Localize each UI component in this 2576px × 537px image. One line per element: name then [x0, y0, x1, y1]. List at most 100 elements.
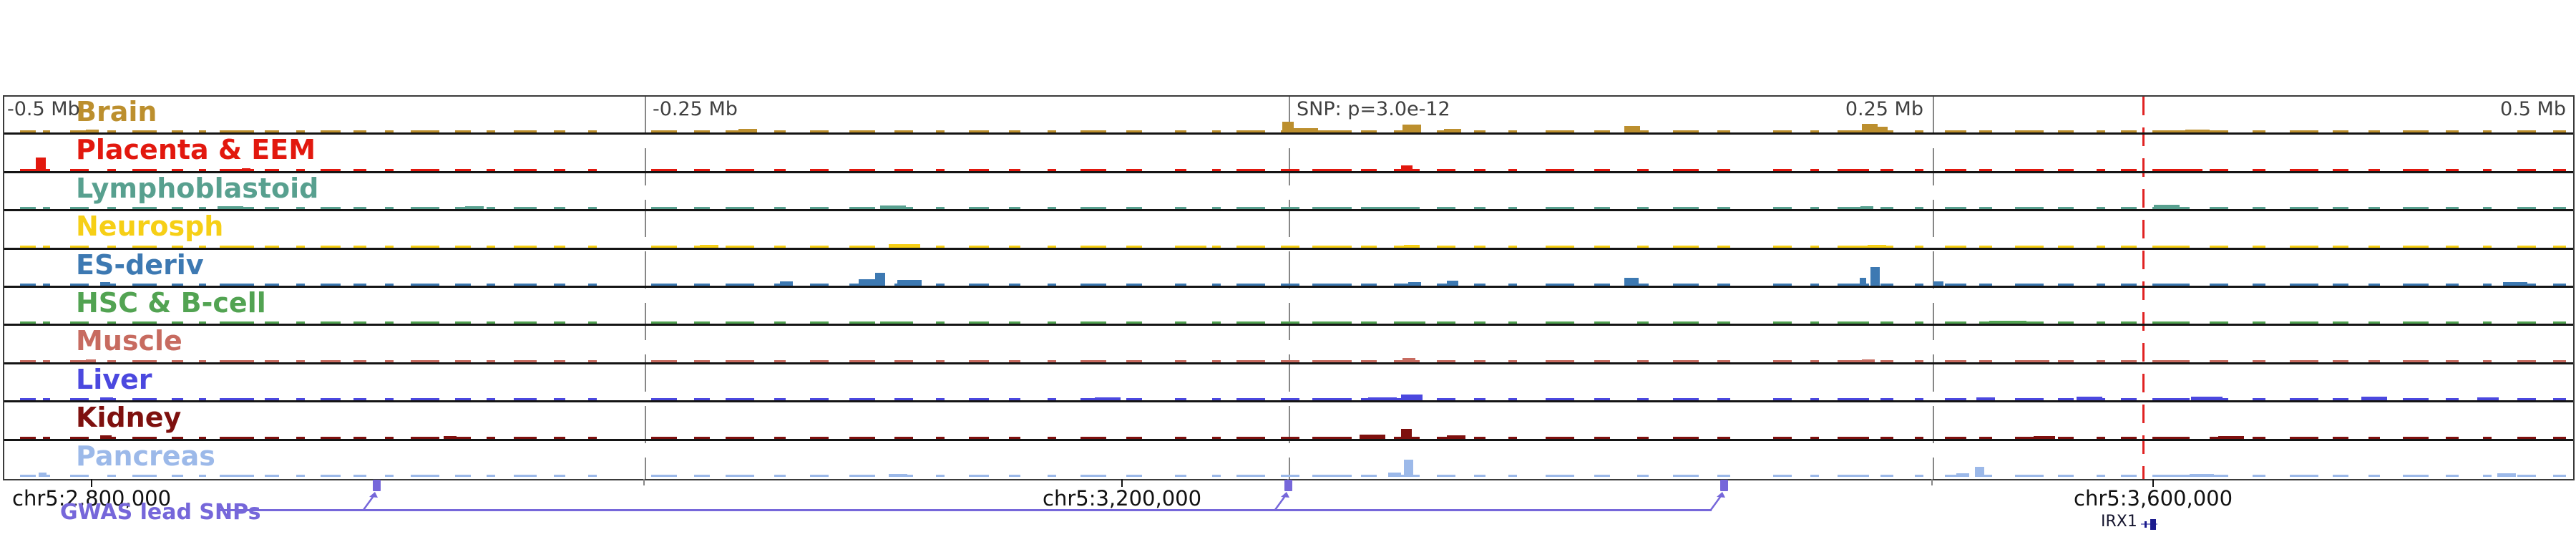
signal-dash	[588, 207, 597, 210]
signal-dash	[2446, 359, 2459, 362]
signal-dash	[487, 130, 495, 133]
signal-dash	[726, 398, 754, 401]
signal-dash	[411, 130, 439, 133]
signal-dash	[2121, 168, 2137, 171]
signal-dash	[132, 207, 157, 210]
signal-dash	[1945, 207, 1966, 210]
signal-peak	[2077, 397, 2102, 401]
signal-dash	[810, 475, 829, 477]
signal-dash	[70, 284, 89, 286]
track-area: Brain Placenta & EEM Lymphoblastoid Neurosp…	[3, 95, 2575, 480]
signal-peak	[1860, 278, 1866, 286]
signal-dash	[199, 284, 206, 286]
signal-dash	[2403, 321, 2429, 324]
signal-dash	[651, 398, 677, 401]
signal-dash	[1546, 284, 1574, 286]
signal-peak	[1975, 467, 1984, 477]
signal-dash	[1236, 321, 1265, 324]
signal-dash	[20, 321, 36, 324]
signal-dash	[353, 436, 366, 439]
signal-dash	[1945, 359, 1966, 362]
signal-dash	[2553, 284, 2566, 286]
signal-dash	[1915, 359, 1923, 362]
signal-dash	[1212, 284, 1221, 286]
signal-dash	[385, 207, 394, 210]
signal-dash	[220, 475, 254, 477]
signal-dash	[810, 436, 829, 439]
signal-dash	[1915, 284, 1923, 286]
signal-dash	[1212, 475, 1221, 477]
signal-peak	[1868, 244, 1886, 248]
signal-dash	[2121, 359, 2137, 362]
signal-dash	[514, 321, 537, 324]
signal-dash	[1048, 436, 1056, 439]
signal-dash	[1637, 321, 1649, 324]
signal-dash	[2446, 207, 2459, 210]
signal-dash	[1312, 245, 1352, 248]
signal-dash	[1312, 359, 1352, 362]
gwas-snp-marker	[1720, 480, 1728, 491]
signal-dash	[172, 284, 183, 286]
signal-dash	[1236, 207, 1265, 210]
signal-dash	[1773, 207, 1792, 210]
track-label-es-deriv: ES-deriv	[76, 248, 204, 281]
signal-dash	[1979, 359, 1992, 362]
signal-dash	[588, 130, 597, 133]
signal-dash	[2333, 130, 2348, 133]
signal-dash	[2253, 130, 2265, 133]
signal-dash	[2333, 398, 2348, 401]
signal-dash	[265, 245, 279, 248]
signal-dash	[1508, 359, 1517, 362]
signal-dash	[1175, 207, 1186, 210]
signal-dash	[694, 398, 710, 401]
signal-dash	[321, 436, 341, 439]
signal-peak	[780, 281, 793, 286]
signal-dash	[385, 245, 394, 248]
signal-peak	[1402, 125, 1421, 133]
signal-dash	[588, 436, 597, 439]
signal-dash	[2152, 475, 2190, 477]
signal-dash	[70, 245, 89, 248]
signal-dash	[936, 130, 945, 133]
signal-dash	[2553, 245, 2566, 248]
signal-dash	[588, 168, 597, 171]
signal-dash	[1048, 168, 1056, 171]
signal-dash	[1717, 130, 1730, 133]
signal-dash	[1915, 245, 1923, 248]
signal-dash	[1361, 284, 1377, 286]
signal-dash	[2015, 168, 2044, 171]
signal-dash	[1546, 207, 1574, 210]
signal-dash	[1281, 207, 1299, 210]
signal-dash	[107, 436, 116, 439]
signal-dash	[70, 207, 89, 210]
signal-dash	[1437, 359, 1455, 362]
signal-peak	[1862, 359, 1875, 362]
signal-dash	[1594, 245, 1610, 248]
signal-dash	[2015, 130, 2044, 133]
signal-dash	[1474, 321, 1485, 324]
signal-dash	[1437, 284, 1455, 286]
signal-dash	[2290, 436, 2318, 439]
signal-dash	[2058, 321, 2074, 324]
signal-dash	[43, 130, 50, 133]
signal-dash	[1474, 168, 1485, 171]
signal-dash	[2290, 168, 2318, 171]
signal-peak	[1404, 321, 1425, 324]
signal-dash	[726, 207, 754, 210]
signal-dash	[321, 475, 341, 477]
signal-dash	[849, 168, 875, 171]
signal-dash	[1594, 168, 1610, 171]
signal-dash	[220, 284, 254, 286]
signal-dash	[1637, 168, 1649, 171]
signal-dash	[694, 168, 710, 171]
signal-dash	[2097, 130, 2105, 133]
signal-dash	[2517, 130, 2536, 133]
signal-dash	[936, 168, 945, 171]
signal-dash	[1594, 436, 1610, 439]
signal-dash	[2152, 398, 2190, 401]
signal-dash	[774, 321, 786, 324]
signal-dash	[353, 359, 366, 362]
signal-dash	[1312, 475, 1352, 477]
signal-dash	[1236, 245, 1265, 248]
signal-dash	[936, 475, 945, 477]
